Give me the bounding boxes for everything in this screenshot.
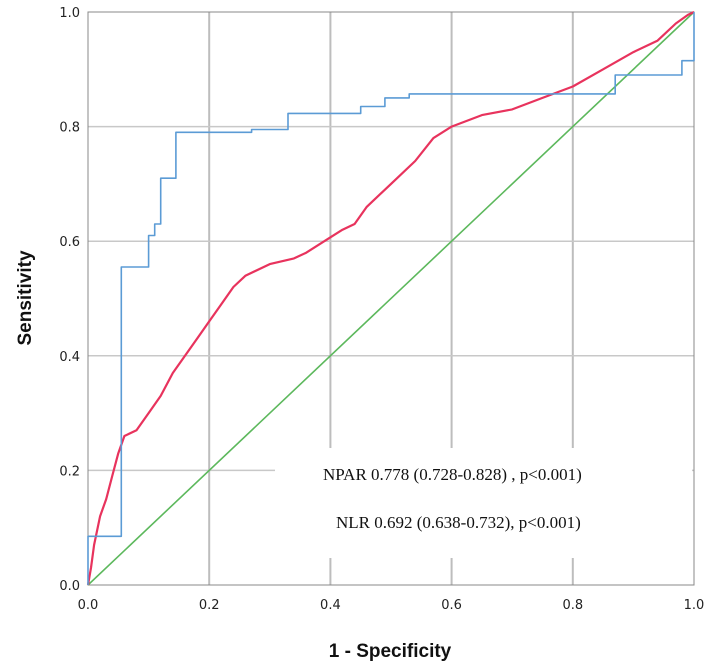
- y-tick-label: 0.2: [59, 464, 80, 479]
- x-tick-label: 1.0: [684, 598, 705, 613]
- annotation-nlr: NLR 0.692 (0.638-0.732), p<0.001): [336, 513, 581, 532]
- x-tick-label: 0.0: [78, 598, 99, 613]
- y-tick-label: 1.0: [59, 6, 80, 21]
- y-axis-title: Sensitivity: [15, 250, 36, 345]
- y-tick-label: 0.0: [59, 579, 80, 594]
- tick-labels: 0.0 0.2 0.4 0.6 0.8 1.0 0.0 0.2 0.4 0.6 0.8 1.0: [59, 6, 704, 613]
- x-tick-label: 0.6: [441, 598, 462, 613]
- series-line-npar: [87, 12, 695, 585]
- y-tick-label: 0.4: [59, 350, 80, 365]
- legend-annotation-box: [275, 448, 692, 558]
- series-line-reference-line: [87, 11, 695, 586]
- x-tick-label: 0.4: [320, 598, 341, 613]
- plot-area-frame: [87, 11, 695, 586]
- series-line-nlr: [86, 11, 695, 586]
- x-tick-label: 0.8: [562, 598, 583, 613]
- annotation-npar: NPAR 0.778 (0.728-0.828) , p<0.001): [323, 465, 582, 484]
- y-tick-label: 0.8: [59, 121, 80, 136]
- y-tick-label: 0.6: [59, 235, 80, 250]
- x-axis-title: 1 - Specificity: [329, 641, 452, 662]
- x-tick-label: 0.2: [199, 598, 220, 613]
- series-group: [86, 11, 695, 586]
